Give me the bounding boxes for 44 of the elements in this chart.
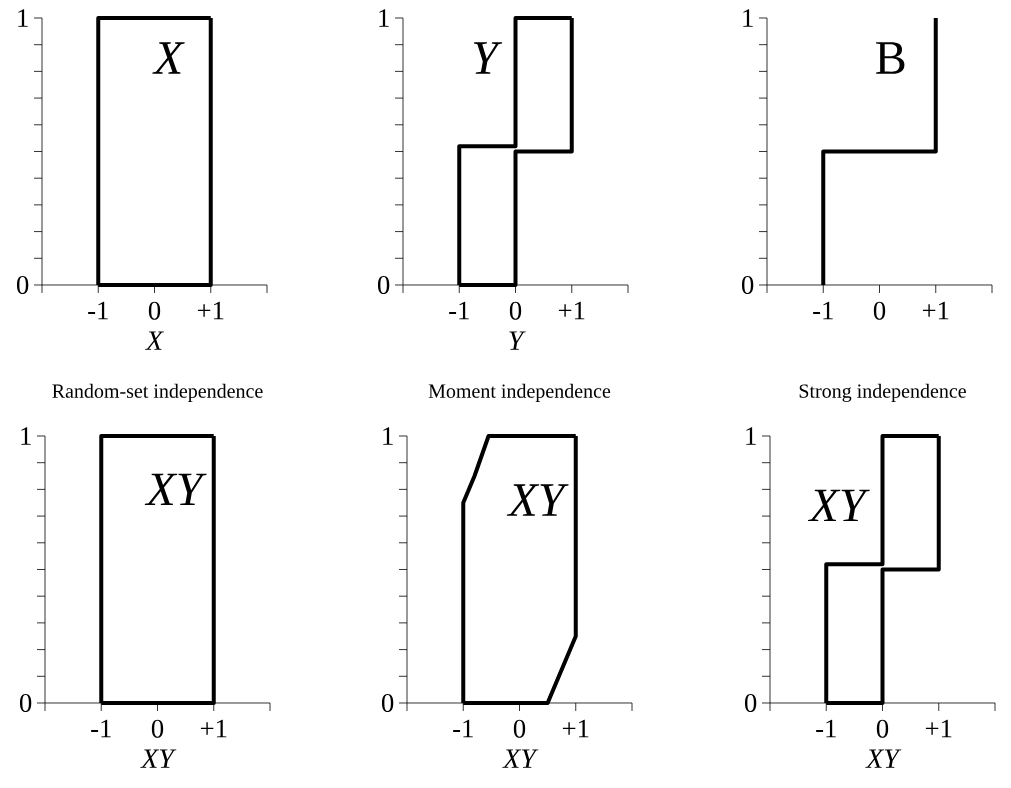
- x-tick-label: -1: [449, 301, 469, 320]
- x-tick-label: +1: [925, 719, 952, 738]
- annotation: XY: [144, 473, 207, 506]
- x-tick-label: 0: [148, 301, 161, 320]
- x-tick-label: +1: [558, 301, 585, 320]
- x-axis-title: XY: [502, 749, 539, 768]
- chart-title: Strong independence: [799, 383, 966, 402]
- y-tick-label: 1: [743, 9, 753, 27]
- annotation: XY: [807, 489, 870, 522]
- x-tick-label: -1: [813, 301, 833, 320]
- x-axis-title: XY: [140, 749, 177, 768]
- y-tick-label: 1: [21, 427, 31, 445]
- annotation: X: [152, 42, 185, 74]
- x-tick-label: +1: [197, 301, 224, 320]
- y-tick-label: 1: [746, 427, 756, 445]
- x-tick-label: -1: [816, 719, 836, 738]
- chart-title: Random-set independence: [52, 383, 263, 402]
- x-axis-title: Y: [509, 331, 526, 350]
- x-tick-label: 0: [876, 719, 889, 738]
- x-tick-label: -1: [91, 719, 111, 738]
- x-axis-title: XY: [865, 749, 902, 768]
- y-tick-label: 0: [377, 275, 390, 294]
- y-tick-label: 1: [18, 9, 28, 27]
- y-tick-label: 0: [16, 275, 29, 294]
- y-tick-label: 1: [383, 427, 393, 445]
- x-tick-label: +1: [922, 301, 949, 320]
- y-tick-label: 0: [19, 693, 32, 712]
- y-tick-label: 0: [741, 275, 754, 294]
- x-tick-label: 0: [513, 719, 526, 738]
- annotation: XY: [506, 484, 569, 516]
- x-tick-label: 0: [151, 719, 164, 738]
- x-tick-label: -1: [88, 301, 108, 320]
- annotation: Y: [473, 42, 503, 74]
- annotation: B: [876, 42, 905, 74]
- chart-title: Moment independence: [428, 383, 611, 402]
- x-tick-label: 0: [509, 301, 522, 320]
- x-axis-title: X: [145, 331, 164, 350]
- x-tick-label: 0: [873, 301, 886, 320]
- x-tick-label: +1: [562, 719, 589, 738]
- x-tick-label: -1: [453, 719, 473, 738]
- y-tick-label: 0: [744, 693, 757, 712]
- x-tick-label: +1: [200, 719, 227, 738]
- y-tick-label: 0: [381, 693, 394, 712]
- y-tick-label: 1: [379, 9, 389, 27]
